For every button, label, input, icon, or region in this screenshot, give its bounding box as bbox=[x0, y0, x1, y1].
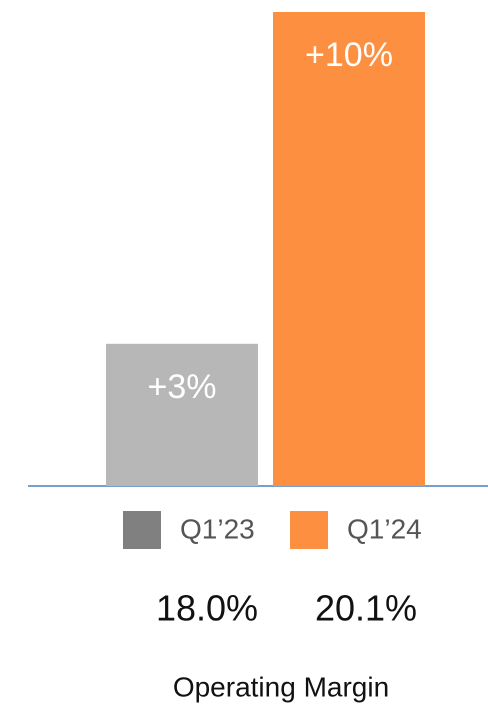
margin-value: 18.0% bbox=[156, 588, 258, 629]
margin-value: 20.1% bbox=[315, 588, 417, 629]
bar bbox=[106, 343, 258, 486]
bar bbox=[273, 12, 425, 486]
x-axis-label: Operating Margin bbox=[173, 671, 389, 702]
data-label: +10% bbox=[305, 36, 393, 74]
legend-label: Q1’23 bbox=[180, 513, 255, 544]
legend-label: Q1’24 bbox=[347, 513, 422, 544]
legend-swatch bbox=[290, 511, 328, 549]
legend-swatch bbox=[123, 511, 161, 549]
data-label: +3% bbox=[148, 368, 217, 406]
